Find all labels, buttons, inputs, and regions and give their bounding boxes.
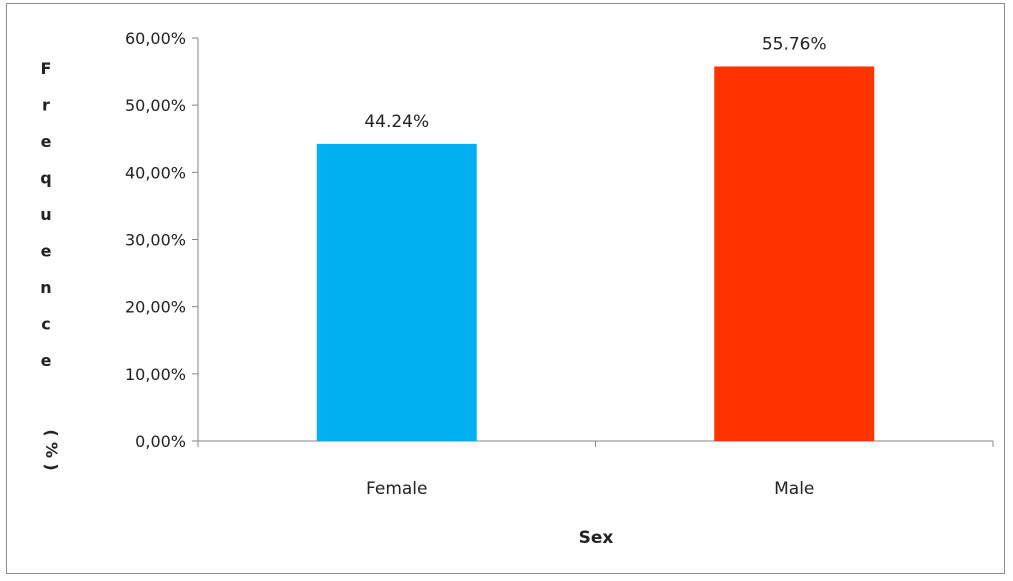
data-label-male: 55.76% [762, 34, 827, 54]
data-label-female: 44.24% [364, 112, 429, 132]
y-axis-title-char: ) [42, 463, 61, 470]
bar-male [714, 66, 875, 441]
y-axis-title-char: n [40, 278, 51, 297]
y-tick-label: 0,00% [135, 432, 186, 451]
y-tick-label: 10,00% [125, 365, 186, 384]
y-axis-title-char: u [40, 205, 51, 224]
y-tick-label: 50,00% [125, 96, 186, 115]
x-tick-label-female: Female [366, 479, 427, 499]
y-axis-title-char: F [41, 59, 52, 78]
y-tick-label: 20,00% [125, 298, 186, 317]
x-axis-title: Sex [579, 528, 614, 548]
y-axis-title-char: ( [42, 429, 61, 436]
bar-female [316, 143, 477, 441]
y-axis-title-char: % [42, 442, 61, 458]
y-axis-title-char: e [41, 242, 52, 261]
y-axis-title-char: e [41, 351, 52, 370]
y-axis: 0,00% 10,00% 20,00% 30,00% 40,00% 50,00% 60,00… [125, 29, 199, 451]
data-labels: 44.24% 55.76% [364, 34, 826, 131]
y-axis-title-char: r [42, 96, 50, 115]
y-axis-title-char: q [40, 169, 51, 188]
y-axis-title-char: e [41, 132, 52, 151]
x-tick-label-male: Male [774, 479, 814, 499]
y-tick-label: 40,00% [125, 163, 186, 182]
x-axis: Female Male [197, 440, 994, 499]
bars [316, 66, 875, 441]
y-tick-label: 60,00% [125, 29, 186, 48]
y-axis-title-char: c [41, 315, 50, 334]
y-tick-label: 30,00% [125, 231, 186, 250]
